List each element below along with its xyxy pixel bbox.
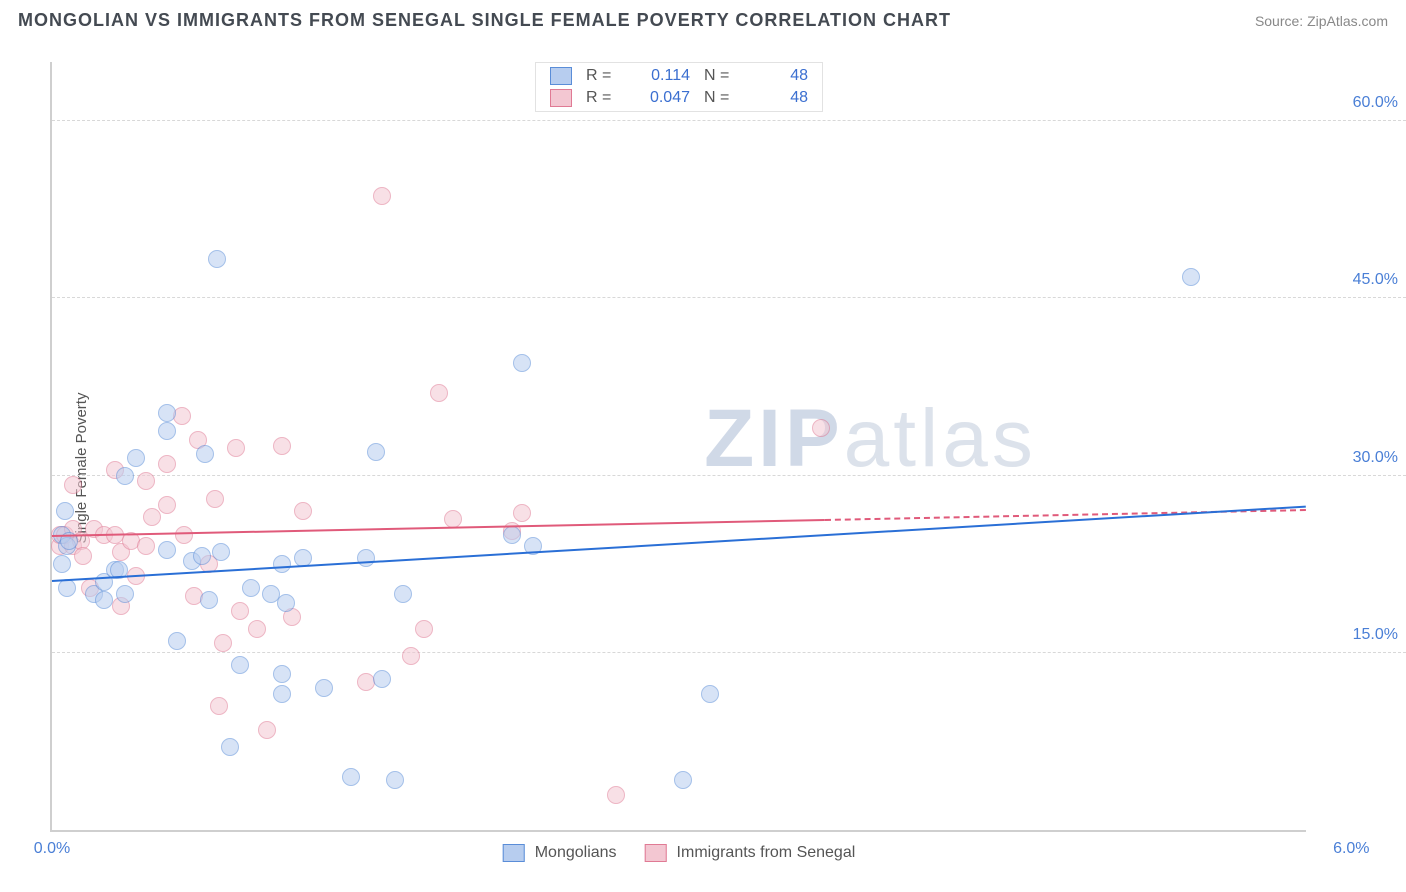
point-mongolians: [168, 632, 186, 650]
chart-area: Single Female Poverty ZIPatlas R = 0.114…: [0, 44, 1406, 892]
legend-item-mongolians: Mongolians: [503, 844, 617, 862]
watermark-bold: ZIP: [704, 393, 844, 484]
watermark-light: atlas: [844, 393, 1037, 484]
point-mongolians: [503, 526, 521, 544]
point-mongolians: [701, 685, 719, 703]
legend-row-mongolians: R = 0.114 N = 48: [536, 65, 822, 87]
point-senegal: [294, 502, 312, 520]
point-mongolians: [196, 445, 214, 463]
point-mongolians: [53, 555, 71, 573]
plot-region: ZIPatlas R = 0.114 N = 48 R = 0.047 N = …: [50, 62, 1306, 832]
point-mongolians: [212, 543, 230, 561]
swatch-senegal: [550, 89, 572, 107]
legend-row-senegal: R = 0.047 N = 48: [536, 87, 822, 109]
x-tick-label: 6.0%: [1333, 840, 1369, 858]
point-senegal: [513, 504, 531, 522]
point-mongolians: [386, 771, 404, 789]
point-mongolians: [208, 250, 226, 268]
point-senegal: [214, 634, 232, 652]
point-mongolians: [127, 449, 145, 467]
point-senegal: [373, 187, 391, 205]
point-senegal: [137, 537, 155, 555]
point-senegal: [402, 647, 420, 665]
point-mongolians: [357, 549, 375, 567]
point-mongolians: [158, 404, 176, 422]
point-mongolians: [277, 594, 295, 612]
point-mongolians: [95, 591, 113, 609]
point-senegal: [158, 496, 176, 514]
chart-title: MONGOLIAN VS IMMIGRANTS FROM SENEGAL SIN…: [18, 10, 951, 31]
point-senegal: [231, 602, 249, 620]
y-tick-label: 30.0%: [1353, 449, 1398, 467]
point-senegal: [206, 490, 224, 508]
point-mongolians: [1182, 268, 1200, 286]
point-senegal: [158, 455, 176, 473]
trendline-mongolians: [52, 505, 1306, 581]
point-mongolians: [273, 685, 291, 703]
y-tick-label: 60.0%: [1353, 94, 1398, 112]
trendline-senegal: [52, 519, 825, 537]
n-value-mongolians: 48: [752, 67, 808, 85]
point-senegal: [248, 620, 266, 638]
point-mongolians: [116, 585, 134, 603]
gridline-h: [52, 120, 1406, 121]
r-label: R =: [586, 89, 620, 107]
point-mongolians: [373, 670, 391, 688]
swatch-mongolians-icon: [503, 844, 525, 862]
point-mongolians: [221, 738, 239, 756]
point-mongolians: [367, 443, 385, 461]
r-value-mongolians: 0.114: [634, 67, 690, 85]
correlation-legend: R = 0.114 N = 48 R = 0.047 N = 48: [535, 62, 823, 112]
point-senegal: [143, 508, 161, 526]
r-value-senegal: 0.047: [634, 89, 690, 107]
n-label: N =: [704, 89, 738, 107]
point-senegal: [812, 419, 830, 437]
gridline-h: [52, 475, 1406, 476]
point-senegal: [64, 476, 82, 494]
r-label: R =: [586, 67, 620, 85]
legend-label-senegal: Immigrants from Senegal: [677, 844, 856, 862]
legend-item-senegal: Immigrants from Senegal: [645, 844, 856, 862]
point-mongolians: [273, 555, 291, 573]
point-senegal: [607, 786, 625, 804]
point-mongolians: [200, 591, 218, 609]
gridline-h: [52, 297, 1406, 298]
y-tick-label: 45.0%: [1353, 271, 1398, 289]
point-mongolians: [193, 547, 211, 565]
gridline-h: [52, 652, 1406, 653]
n-label: N =: [704, 67, 738, 85]
point-senegal: [273, 437, 291, 455]
chart-source: Source: ZipAtlas.com: [1255, 13, 1388, 29]
point-mongolians: [116, 467, 134, 485]
swatch-senegal-icon: [645, 844, 667, 862]
point-senegal: [175, 526, 193, 544]
point-mongolians: [158, 422, 176, 440]
point-mongolians: [394, 585, 412, 603]
point-senegal: [74, 547, 92, 565]
x-tick-label: 0.0%: [34, 840, 70, 858]
watermark: ZIPatlas: [704, 392, 1037, 486]
swatch-mongolians: [550, 67, 572, 85]
point-senegal: [258, 721, 276, 739]
point-mongolians: [231, 656, 249, 674]
point-senegal: [227, 439, 245, 457]
point-mongolians: [513, 354, 531, 372]
point-senegal: [357, 673, 375, 691]
n-value-senegal: 48: [752, 89, 808, 107]
point-mongolians: [315, 679, 333, 697]
legend-label-mongolians: Mongolians: [535, 844, 617, 862]
point-senegal: [210, 697, 228, 715]
series-legend: Mongolians Immigrants from Senegal: [503, 844, 856, 862]
point-senegal: [430, 384, 448, 402]
point-mongolians: [273, 665, 291, 683]
point-mongolians: [242, 579, 260, 597]
y-tick-label: 15.0%: [1353, 626, 1398, 644]
point-senegal: [137, 472, 155, 490]
point-mongolians: [56, 502, 74, 520]
point-mongolians: [674, 771, 692, 789]
point-senegal: [415, 620, 433, 638]
point-mongolians: [158, 541, 176, 559]
point-mongolians: [342, 768, 360, 786]
